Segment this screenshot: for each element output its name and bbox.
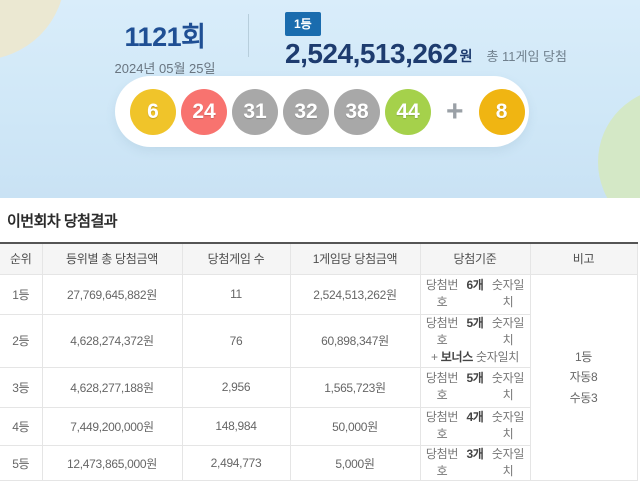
lotto-ball-6: 44 bbox=[385, 88, 431, 135]
criteria-text: 숫자일치 bbox=[491, 370, 525, 403]
lotto-ball-2: 24 bbox=[181, 88, 227, 135]
col-header-total: 등위별 총 당첨금액 bbox=[41, 242, 183, 275]
rank-cell: 2등 bbox=[0, 313, 43, 368]
rank-cell: 1등 bbox=[0, 273, 43, 315]
decor-circle-cream bbox=[0, 0, 65, 60]
games-won-label: 총 11게임 당첨 bbox=[486, 49, 567, 64]
lotto-ball-4: 32 bbox=[283, 88, 329, 135]
criteria-cell: 당첨번호 5개 숫자일치 + 보너스 숫자일치 bbox=[419, 313, 531, 368]
rank-cell: 4등 bbox=[0, 406, 43, 446]
total-prize-cell: 4,628,277,188원 bbox=[41, 366, 183, 408]
criteria-text: + bbox=[431, 350, 438, 365]
winning-numbers-pill: 6 24 31 32 38 44 + 8 bbox=[115, 76, 529, 147]
criteria-text: 당첨번호 bbox=[425, 315, 459, 347]
criteria-text: 숫자일치 bbox=[491, 315, 525, 347]
table-row: 2등 4,628,274,372원 76 60,898,347원 당첨번호 5개 숫… bbox=[0, 313, 637, 368]
first-rank-badge: 1등 bbox=[285, 12, 321, 36]
games-count-cell: 76 bbox=[181, 313, 291, 368]
results-table: 순위 등위별 총 당첨금액 당첨게임 수 1게임당 당첨금액 당첨기준 비고 1… bbox=[0, 242, 638, 481]
rank-cell: 5등 bbox=[0, 444, 43, 481]
criteria-text: 숫자일치 bbox=[475, 350, 519, 365]
draw-date: 2024년 05월 25일 bbox=[114, 61, 216, 76]
first-prize-info: 1등 2,524,513,262 원 총 11게임 당첨 bbox=[285, 12, 567, 68]
section-title: 이번회차 당첨결과 bbox=[7, 213, 118, 230]
criteria-text: 당첨번호 bbox=[425, 277, 459, 309]
per-game-prize-cell: 1,565,723원 bbox=[289, 366, 421, 408]
total-prize-cell: 12,473,865,000원 bbox=[41, 444, 183, 481]
bonus-ball: 8 bbox=[478, 88, 525, 135]
criteria-text: 당첨번호 bbox=[425, 370, 459, 403]
criteria-count: 5개 bbox=[466, 370, 484, 385]
hero-header: 1121회 2024년 05월 25일 1등 2,524,513,262 원 총… bbox=[0, 0, 640, 198]
criteria-text: 당첨번호 bbox=[425, 409, 459, 442]
total-prize-cell: 4,628,274,372원 bbox=[41, 313, 183, 368]
table-row: 4등 7,449,200,000원 148,984 50,000원 당첨번호 4개… bbox=[0, 406, 637, 446]
prize-amount-row: 2,524,513,262 원 총 11게임 당첨 bbox=[285, 40, 567, 68]
currency-label: 원 bbox=[459, 48, 473, 64]
per-game-prize-cell: 60,898,347원 bbox=[289, 313, 421, 368]
criteria-count: 3개 bbox=[466, 446, 484, 461]
criteria-count: 5개 bbox=[466, 315, 484, 330]
col-header-remark: 비고 bbox=[529, 242, 638, 275]
col-header-pergame: 1게임당 당첨금액 bbox=[289, 242, 421, 275]
rank-cell: 3등 bbox=[0, 366, 43, 408]
remark-line: 수동3 bbox=[569, 390, 598, 405]
round-info: 1121회 2024년 05월 25일 bbox=[85, 15, 245, 77]
plus-icon: + bbox=[446, 94, 464, 128]
criteria-text: 숫자일치 bbox=[491, 277, 525, 309]
criteria-cell: 당첨번호 4개 숫자일치 bbox=[419, 406, 531, 446]
per-game-prize-cell: 2,524,513,262원 bbox=[289, 273, 421, 315]
lotto-ball-3: 31 bbox=[232, 88, 278, 135]
col-header-rank: 순위 bbox=[0, 242, 43, 275]
games-count-cell: 148,984 bbox=[181, 406, 291, 446]
games-count-cell: 11 bbox=[181, 273, 291, 315]
decor-circle-green bbox=[598, 88, 640, 198]
prize-amount: 2,524,513,262 bbox=[285, 38, 458, 69]
remark-line: 자동8 bbox=[569, 370, 598, 385]
criteria-cell: 당첨번호 6개 숫자일치 bbox=[419, 273, 531, 315]
criteria-bonus: 보너스 bbox=[440, 350, 474, 365]
remark-line: 1등 bbox=[574, 349, 593, 364]
total-prize-cell: 27,769,645,882원 bbox=[41, 273, 183, 315]
col-header-criteria: 당첨기준 bbox=[419, 242, 531, 275]
remark-cell: 1등 자동8 수동3 bbox=[529, 273, 638, 481]
criteria-text: 당첨번호 bbox=[425, 446, 459, 479]
criteria-text: 숫자일치 bbox=[491, 409, 525, 442]
criteria-count: 6개 bbox=[466, 277, 484, 292]
table-header-row: 순위 등위별 총 당첨금액 당첨게임 수 1게임당 당첨금액 당첨기준 비고 bbox=[0, 242, 638, 275]
total-prize-cell: 7,449,200,000원 bbox=[41, 406, 183, 446]
table-row: 3등 4,628,277,188원 2,956 1,565,723원 당첨번호 5… bbox=[0, 366, 637, 408]
col-header-games: 당첨게임 수 bbox=[181, 242, 291, 275]
criteria-count: 4개 bbox=[466, 409, 484, 424]
lotto-ball-5: 38 bbox=[334, 88, 380, 135]
games-count-cell: 2,956 bbox=[181, 366, 291, 408]
per-game-prize-cell: 50,000원 bbox=[289, 406, 421, 446]
table-row: 1등 27,769,645,882원 11 2,524,513,262원 당첨번… bbox=[0, 273, 638, 481]
lotto-ball-1: 6 bbox=[130, 88, 176, 135]
round-number: 1121회 bbox=[124, 22, 206, 52]
criteria-cell: 당첨번호 5개 숫자일치 bbox=[419, 366, 531, 408]
criteria-text: 숫자일치 bbox=[491, 446, 525, 479]
vertical-divider bbox=[248, 14, 249, 57]
